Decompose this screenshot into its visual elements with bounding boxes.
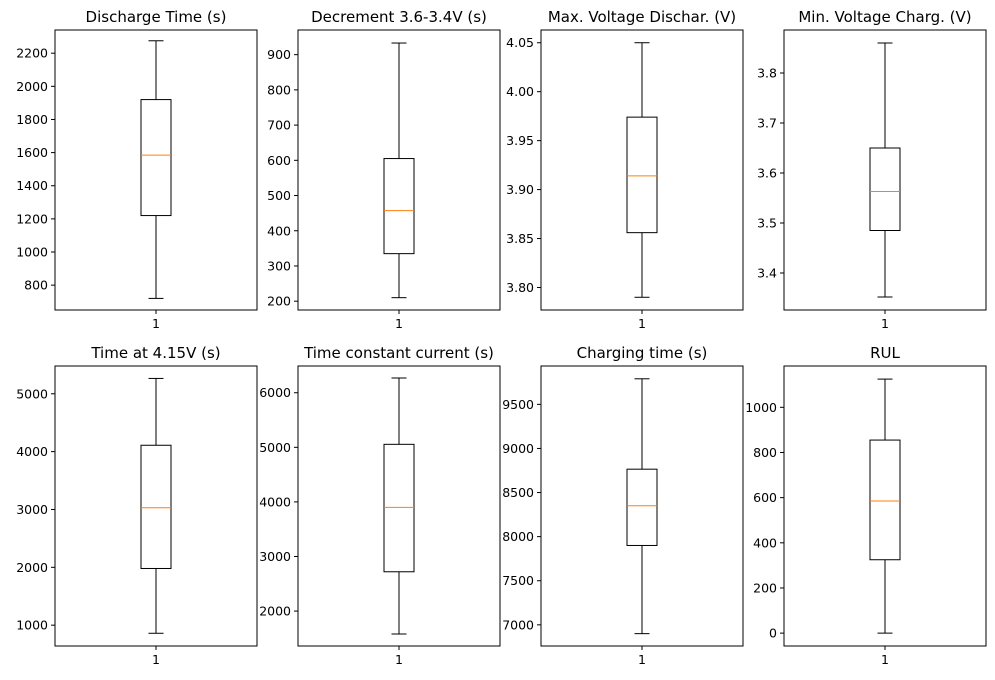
x-tick-label: 1 xyxy=(152,316,160,331)
y-tick-label: 1800 xyxy=(16,112,48,127)
y-tick-label: 3.85 xyxy=(506,231,534,246)
plot-frame xyxy=(297,29,501,311)
subplot-title: Charging time (s) xyxy=(577,344,708,362)
subplot-5: Time at 4.15V (s) 1000 2000 3000 4000 5000 1 xyxy=(16,344,258,667)
subplot-7: Charging time (s) 7000 7500 8000 8500 9000 950… xyxy=(502,344,744,667)
plot-frame xyxy=(783,29,987,311)
iqr-box xyxy=(383,158,415,255)
y-tick-label: 2200 xyxy=(16,46,48,61)
subplot-2: Decrement 3.6-3.4V (s) 200 300 400 500 600 700… xyxy=(267,8,501,331)
x-tick-label: 1 xyxy=(881,652,889,667)
subplot-title: Min. Voltage Charg. (V) xyxy=(798,8,971,26)
y-tick-label: 4.05 xyxy=(506,35,534,50)
y-tick-label: 300 xyxy=(267,258,291,273)
iqr-box xyxy=(869,147,901,231)
subplot-title: Max. Voltage Dischar. (V) xyxy=(548,8,736,26)
y-tick-label: 3.4 xyxy=(757,266,777,281)
y-tick-label: 800 xyxy=(753,445,777,460)
y-tick-label: 600 xyxy=(753,490,777,505)
y-tick-label: 9500 xyxy=(502,397,534,412)
y-tick-label: 800 xyxy=(24,278,48,293)
subplot-title: Time at 4.15V (s) xyxy=(90,344,220,362)
y-tick-label: 200 xyxy=(753,580,777,595)
y-tick-label: 800 xyxy=(267,82,291,97)
y-tick-label: 3.8 xyxy=(757,66,777,81)
subplot-8: RUL 0 200 400 600 800 1000 1 xyxy=(745,344,987,667)
y-tick-label: 1200 xyxy=(16,211,48,226)
iqr-box xyxy=(626,116,658,234)
y-tick-label: 1600 xyxy=(16,145,48,160)
x-tick-label: 1 xyxy=(638,652,646,667)
y-tick-label: 1000 xyxy=(745,400,777,415)
y-tick-label: 700 xyxy=(267,118,291,133)
subplot-title: Time constant current (s) xyxy=(303,344,494,362)
y-tick-label: 1000 xyxy=(16,618,48,633)
subplot-title: Discharge Time (s) xyxy=(86,8,227,26)
y-tick-label: 8000 xyxy=(502,529,534,544)
y-tick-label: 7000 xyxy=(502,617,534,632)
subplot-3: Max. Voltage Dischar. (V) 3.80 3.85 3.90 3.9… xyxy=(506,8,744,331)
y-tick-label: 3.5 xyxy=(757,216,777,231)
y-tick-label: 600 xyxy=(267,153,291,168)
iqr-box xyxy=(383,443,415,573)
subplot-1: Discharge Time (s) 800 1000 1200 1400 1600 180… xyxy=(16,8,258,331)
x-tick-label: 1 xyxy=(395,316,403,331)
x-tick-label: 1 xyxy=(152,652,160,667)
y-tick-label: 900 xyxy=(267,47,291,62)
y-tick-label: 4000 xyxy=(16,444,48,459)
y-tick-label: 2000 xyxy=(16,79,48,94)
plot-frame xyxy=(54,29,258,311)
y-tick-label: 8500 xyxy=(502,485,534,500)
x-tick-label: 1 xyxy=(395,652,403,667)
iqr-box xyxy=(869,439,901,561)
y-tick-label: 3000 xyxy=(16,502,48,517)
y-tick-label: 1400 xyxy=(16,178,48,193)
y-tick-label: 2000 xyxy=(16,560,48,575)
x-tick-label: 1 xyxy=(881,316,889,331)
y-tick-label: 7500 xyxy=(502,573,534,588)
y-tick-label: 6000 xyxy=(259,385,291,400)
iqr-box xyxy=(626,468,658,546)
subplot-title: Decrement 3.6-3.4V (s) xyxy=(311,8,487,26)
subplot-4: Min. Voltage Charg. (V) 3.4 3.5 3.6 3.7 3.8 1 xyxy=(757,8,987,331)
plot-frame xyxy=(783,365,987,647)
iqr-box xyxy=(140,99,172,217)
y-tick-label: 3.7 xyxy=(757,116,777,131)
plot-frame xyxy=(54,365,258,647)
y-tick-label: 3000 xyxy=(259,549,291,564)
plot-frame xyxy=(540,365,744,647)
subplot-6: Time constant current (s) 2000 3000 4000 500… xyxy=(259,344,501,667)
y-tick-label: 4000 xyxy=(259,494,291,509)
y-tick-label: 5000 xyxy=(259,440,291,455)
y-tick-label: 1000 xyxy=(16,245,48,260)
y-tick-label: 500 xyxy=(267,188,291,203)
y-tick-label: 2000 xyxy=(259,604,291,619)
y-tick-label: 3.90 xyxy=(506,182,534,197)
y-tick-label: 4.00 xyxy=(506,84,534,99)
y-tick-label: 3.95 xyxy=(506,133,534,148)
y-tick-label: 3.6 xyxy=(757,166,777,181)
plot-frame xyxy=(540,29,744,311)
subplot-title: RUL xyxy=(870,344,900,362)
y-tick-label: 400 xyxy=(753,535,777,550)
iqr-box xyxy=(140,444,172,569)
y-tick-label: 9000 xyxy=(502,441,534,456)
y-tick-label: 400 xyxy=(267,223,291,238)
x-tick-label: 1 xyxy=(638,316,646,331)
plot-frame xyxy=(297,365,501,647)
y-tick-label: 3.80 xyxy=(506,280,534,295)
y-tick-label: 0 xyxy=(769,626,777,641)
y-tick-label: 5000 xyxy=(16,386,48,401)
y-tick-label: 200 xyxy=(267,294,291,309)
